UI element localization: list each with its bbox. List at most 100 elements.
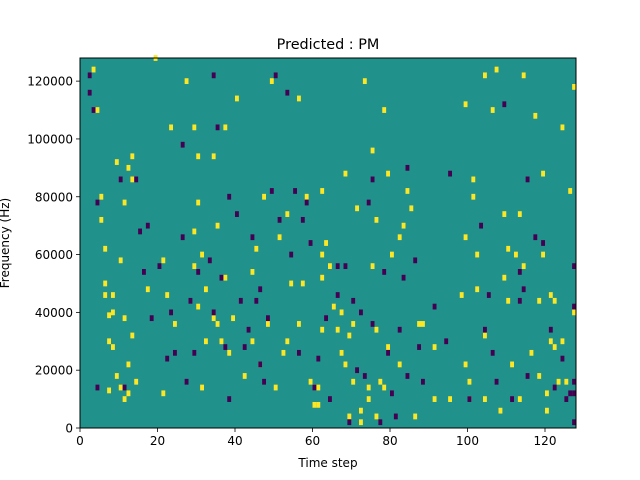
heatmap-cell xyxy=(192,228,197,235)
heatmap-cell xyxy=(277,234,282,241)
heatmap-cell xyxy=(517,297,522,304)
heatmap-cell xyxy=(475,251,480,258)
heatmap-cell xyxy=(510,396,515,402)
heatmap-cell xyxy=(95,107,100,113)
heatmap-cell xyxy=(529,349,534,356)
heatmap-cell xyxy=(397,234,402,241)
heatmap-cell xyxy=(390,251,394,258)
x-tick-label: 80 xyxy=(382,434,397,448)
heatmap-cell xyxy=(297,95,301,102)
heatmap-cell xyxy=(572,309,577,316)
heatmap-cell xyxy=(382,384,387,391)
heatmap-cell xyxy=(215,222,220,229)
heatmap-cell xyxy=(262,378,267,385)
heatmap-cell xyxy=(134,378,139,385)
heatmap-cell xyxy=(219,274,224,281)
heatmap-cell xyxy=(564,396,569,402)
heatmap-cell xyxy=(448,170,453,177)
heatmap-cell xyxy=(386,170,391,177)
heatmap-cell xyxy=(118,257,123,264)
heatmap-cell xyxy=(467,396,472,402)
heatmap-cell xyxy=(351,321,356,327)
heatmap-cell xyxy=(235,95,239,102)
heatmap-cell xyxy=(359,419,363,426)
heatmap-cell xyxy=(269,188,274,194)
heatmap-cell xyxy=(362,373,367,379)
heatmap-cell xyxy=(475,286,480,293)
heatmap-cell xyxy=(378,378,383,385)
heatmap-cell xyxy=(107,387,112,394)
heatmap-cell xyxy=(494,378,499,385)
heatmap-cell xyxy=(463,361,468,368)
heatmap-cell xyxy=(432,344,437,350)
heatmap-cell xyxy=(215,124,220,131)
heatmap-cell xyxy=(122,396,127,402)
heatmap-cell xyxy=(560,338,565,345)
heatmap-cell xyxy=(517,211,522,217)
heatmap-cell xyxy=(126,390,131,397)
heatmap-cell xyxy=(157,263,162,270)
heatmap-cell xyxy=(293,188,298,194)
heatmap-cell xyxy=(405,373,410,379)
heatmap-cell xyxy=(192,263,197,270)
heatmap-cell xyxy=(541,251,546,258)
heatmap-cell xyxy=(483,396,487,402)
heatmap-cell xyxy=(308,240,313,246)
heatmap-cell xyxy=(118,176,123,183)
heatmap-cell xyxy=(572,378,577,385)
heatmap-cell xyxy=(444,338,449,345)
heatmap-cell xyxy=(161,390,166,397)
heatmap-cell xyxy=(223,344,228,350)
heatmap-cell xyxy=(483,72,487,79)
heatmap-cell xyxy=(250,338,255,345)
heatmap-cell xyxy=(107,312,112,319)
heatmap-cell xyxy=(269,78,274,85)
heatmap-cell xyxy=(351,378,356,385)
heatmap-cell xyxy=(130,332,135,339)
heatmap-cell xyxy=(370,263,375,270)
heatmap-cell xyxy=(184,378,189,385)
heatmap-cell xyxy=(374,216,379,223)
x-tick-label: 120 xyxy=(534,434,557,448)
heatmap-cell xyxy=(91,107,96,113)
heatmap-cell xyxy=(300,216,305,223)
heatmap-cell xyxy=(297,321,301,327)
heatmap-cell xyxy=(339,309,344,316)
heatmap-cell xyxy=(370,176,375,183)
heatmap-cell xyxy=(165,292,170,298)
heatmap-cell xyxy=(572,390,577,397)
heatmap-cell xyxy=(281,349,286,356)
heatmap-cell xyxy=(448,396,453,402)
heatmap-cell xyxy=(347,413,352,420)
heatmap-cell xyxy=(242,373,247,379)
heatmap-cell xyxy=(258,361,263,368)
heatmap-cell xyxy=(285,338,290,345)
heatmap-cell xyxy=(366,384,371,391)
heatmap-cell xyxy=(463,101,468,108)
heatmap-cell xyxy=(262,193,267,200)
heatmap-cell xyxy=(118,384,123,391)
heatmap-cell xyxy=(91,66,96,73)
heatmap-cell xyxy=(114,159,119,165)
heatmap-cell xyxy=(517,269,522,275)
heatmap-cell xyxy=(382,269,387,275)
heatmap-cell xyxy=(514,251,518,258)
heatmap-cell xyxy=(568,188,573,194)
heatmap-cell xyxy=(537,373,542,379)
heatmap-cell xyxy=(200,384,205,391)
heatmap-cell xyxy=(537,297,542,304)
heatmap-cell xyxy=(161,257,166,264)
y-tick-label: 0 xyxy=(65,422,73,436)
heatmap-cell xyxy=(320,188,325,194)
heatmap-cell xyxy=(227,396,232,402)
heatmap-cell xyxy=(289,280,294,287)
heatmap-cell xyxy=(142,269,146,275)
heatmap-cell xyxy=(483,326,487,333)
heatmap-cell xyxy=(103,245,108,252)
heatmap-cell xyxy=(506,245,511,252)
heatmap-cell xyxy=(347,332,352,339)
heatmap-cell xyxy=(359,309,363,316)
heatmap-cell xyxy=(324,315,329,322)
heatmap-cell xyxy=(316,355,321,362)
heatmap-cell xyxy=(246,326,251,333)
